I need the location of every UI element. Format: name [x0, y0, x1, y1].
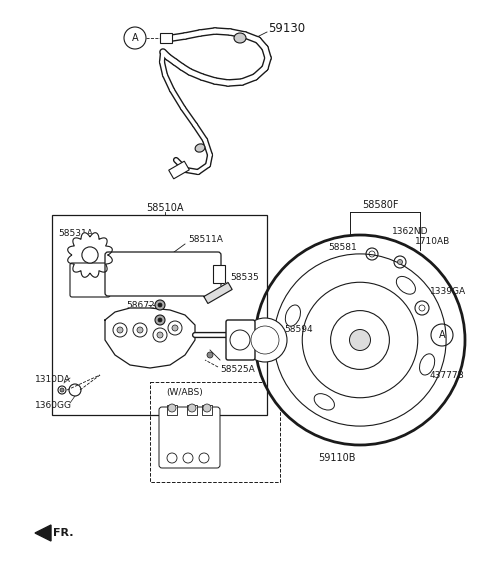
Circle shape	[157, 332, 163, 338]
Circle shape	[349, 329, 371, 351]
Circle shape	[168, 321, 182, 335]
Circle shape	[419, 305, 425, 311]
Bar	[187, 405, 197, 415]
Text: 58672: 58672	[126, 301, 155, 309]
Circle shape	[168, 404, 176, 412]
Circle shape	[255, 235, 465, 445]
Circle shape	[155, 300, 165, 310]
Circle shape	[153, 328, 167, 342]
Circle shape	[207, 352, 213, 358]
Text: 58510A: 58510A	[146, 203, 184, 213]
Circle shape	[117, 327, 123, 333]
Ellipse shape	[314, 393, 335, 410]
Bar	[150, 382, 280, 482]
Bar	[202, 405, 212, 415]
Circle shape	[203, 404, 211, 412]
Text: 58580F: 58580F	[362, 200, 398, 210]
Bar	[213, 265, 225, 283]
Circle shape	[113, 323, 127, 337]
Text: 58511A: 58511A	[188, 236, 223, 244]
Ellipse shape	[285, 305, 300, 326]
Text: FR.: FR.	[53, 528, 73, 538]
Circle shape	[251, 326, 279, 354]
Circle shape	[397, 260, 403, 264]
Text: 59110B: 59110B	[318, 453, 356, 463]
FancyBboxPatch shape	[105, 252, 221, 296]
Text: A: A	[132, 33, 138, 43]
FancyBboxPatch shape	[70, 263, 110, 297]
Text: 58535: 58535	[230, 274, 259, 282]
Text: 1360GG: 1360GG	[35, 400, 72, 410]
Circle shape	[188, 404, 196, 412]
Circle shape	[331, 310, 389, 369]
Ellipse shape	[234, 33, 246, 43]
Circle shape	[60, 388, 64, 392]
Text: 1362ND: 1362ND	[392, 228, 429, 237]
Circle shape	[230, 330, 250, 350]
Text: 58581: 58581	[328, 244, 357, 252]
Bar	[52, 215, 267, 415]
FancyBboxPatch shape	[159, 407, 220, 468]
Circle shape	[137, 327, 143, 333]
Circle shape	[243, 318, 287, 362]
Text: 58531A: 58531A	[58, 229, 93, 237]
Polygon shape	[35, 525, 51, 541]
Bar	[168, 161, 189, 179]
Ellipse shape	[420, 354, 435, 375]
Bar	[167, 405, 177, 415]
Text: 1339GA: 1339GA	[430, 287, 466, 297]
Circle shape	[155, 315, 165, 325]
Text: 58594: 58594	[284, 325, 312, 335]
Circle shape	[82, 247, 98, 263]
Circle shape	[199, 453, 209, 463]
Text: 1710AB: 1710AB	[415, 237, 450, 247]
Ellipse shape	[396, 276, 416, 294]
Text: 43777B: 43777B	[430, 370, 465, 380]
Text: 58525A: 58525A	[220, 366, 255, 374]
Text: 59130: 59130	[268, 21, 305, 35]
Circle shape	[183, 453, 193, 463]
Circle shape	[172, 325, 178, 331]
Polygon shape	[68, 233, 112, 277]
Circle shape	[58, 386, 66, 394]
Text: A: A	[439, 330, 445, 340]
Circle shape	[415, 301, 429, 315]
Ellipse shape	[195, 144, 205, 152]
Polygon shape	[105, 308, 195, 368]
Text: 1310DA: 1310DA	[35, 376, 71, 385]
Text: (W/ABS): (W/ABS)	[167, 388, 204, 396]
FancyBboxPatch shape	[226, 320, 255, 360]
Circle shape	[133, 323, 147, 337]
Polygon shape	[204, 283, 232, 304]
Circle shape	[158, 318, 162, 322]
Circle shape	[158, 303, 162, 307]
Circle shape	[167, 453, 177, 463]
Bar	[160, 33, 172, 43]
Text: 58672: 58672	[126, 316, 155, 324]
